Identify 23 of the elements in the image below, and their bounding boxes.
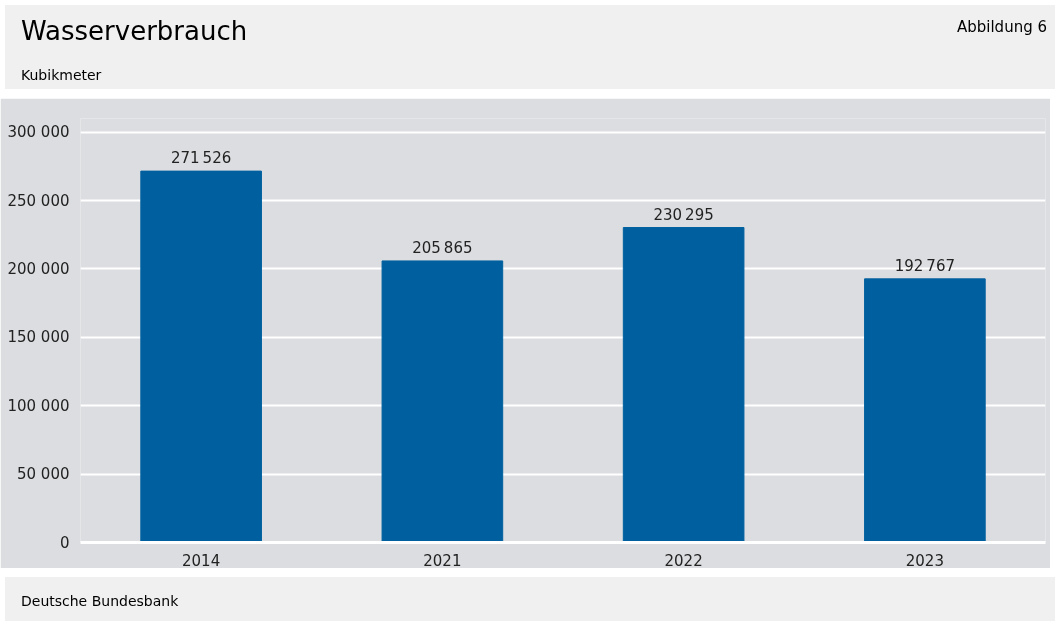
x-tick-label: 2023 [905,551,944,570]
y-tick-label: 150 000 [7,328,70,347]
y-tick-label: 300 000 [7,123,70,142]
text: Abbildung 6 [956,17,1047,38]
chart-title: Wasserverbrauch [21,15,248,48]
data-label: 192 767 [894,256,956,275]
data-label: 271 526 [171,149,232,168]
y-tick-label: 250 000 [7,191,70,210]
data-label: 230 295 [653,205,714,224]
bar [864,278,986,543]
text: Deutsche Bundesbank [20,592,179,611]
data-label: 205 865 [412,238,473,257]
x-tick-label: 2021 [423,551,462,570]
y-tick-label: 100 000 [7,396,70,415]
chart-subtitle: Kubikmeter [21,66,102,85]
y-tick-label: 200 000 [7,259,70,278]
x-tick-label: 2022 [664,551,703,570]
x-tick-label: 2014 [182,551,221,570]
y-tick-label: 50 000 [17,465,70,484]
bar [140,170,262,543]
y-tick-label: 0 [59,533,70,552]
bar [622,227,745,543]
bar [381,260,504,543]
